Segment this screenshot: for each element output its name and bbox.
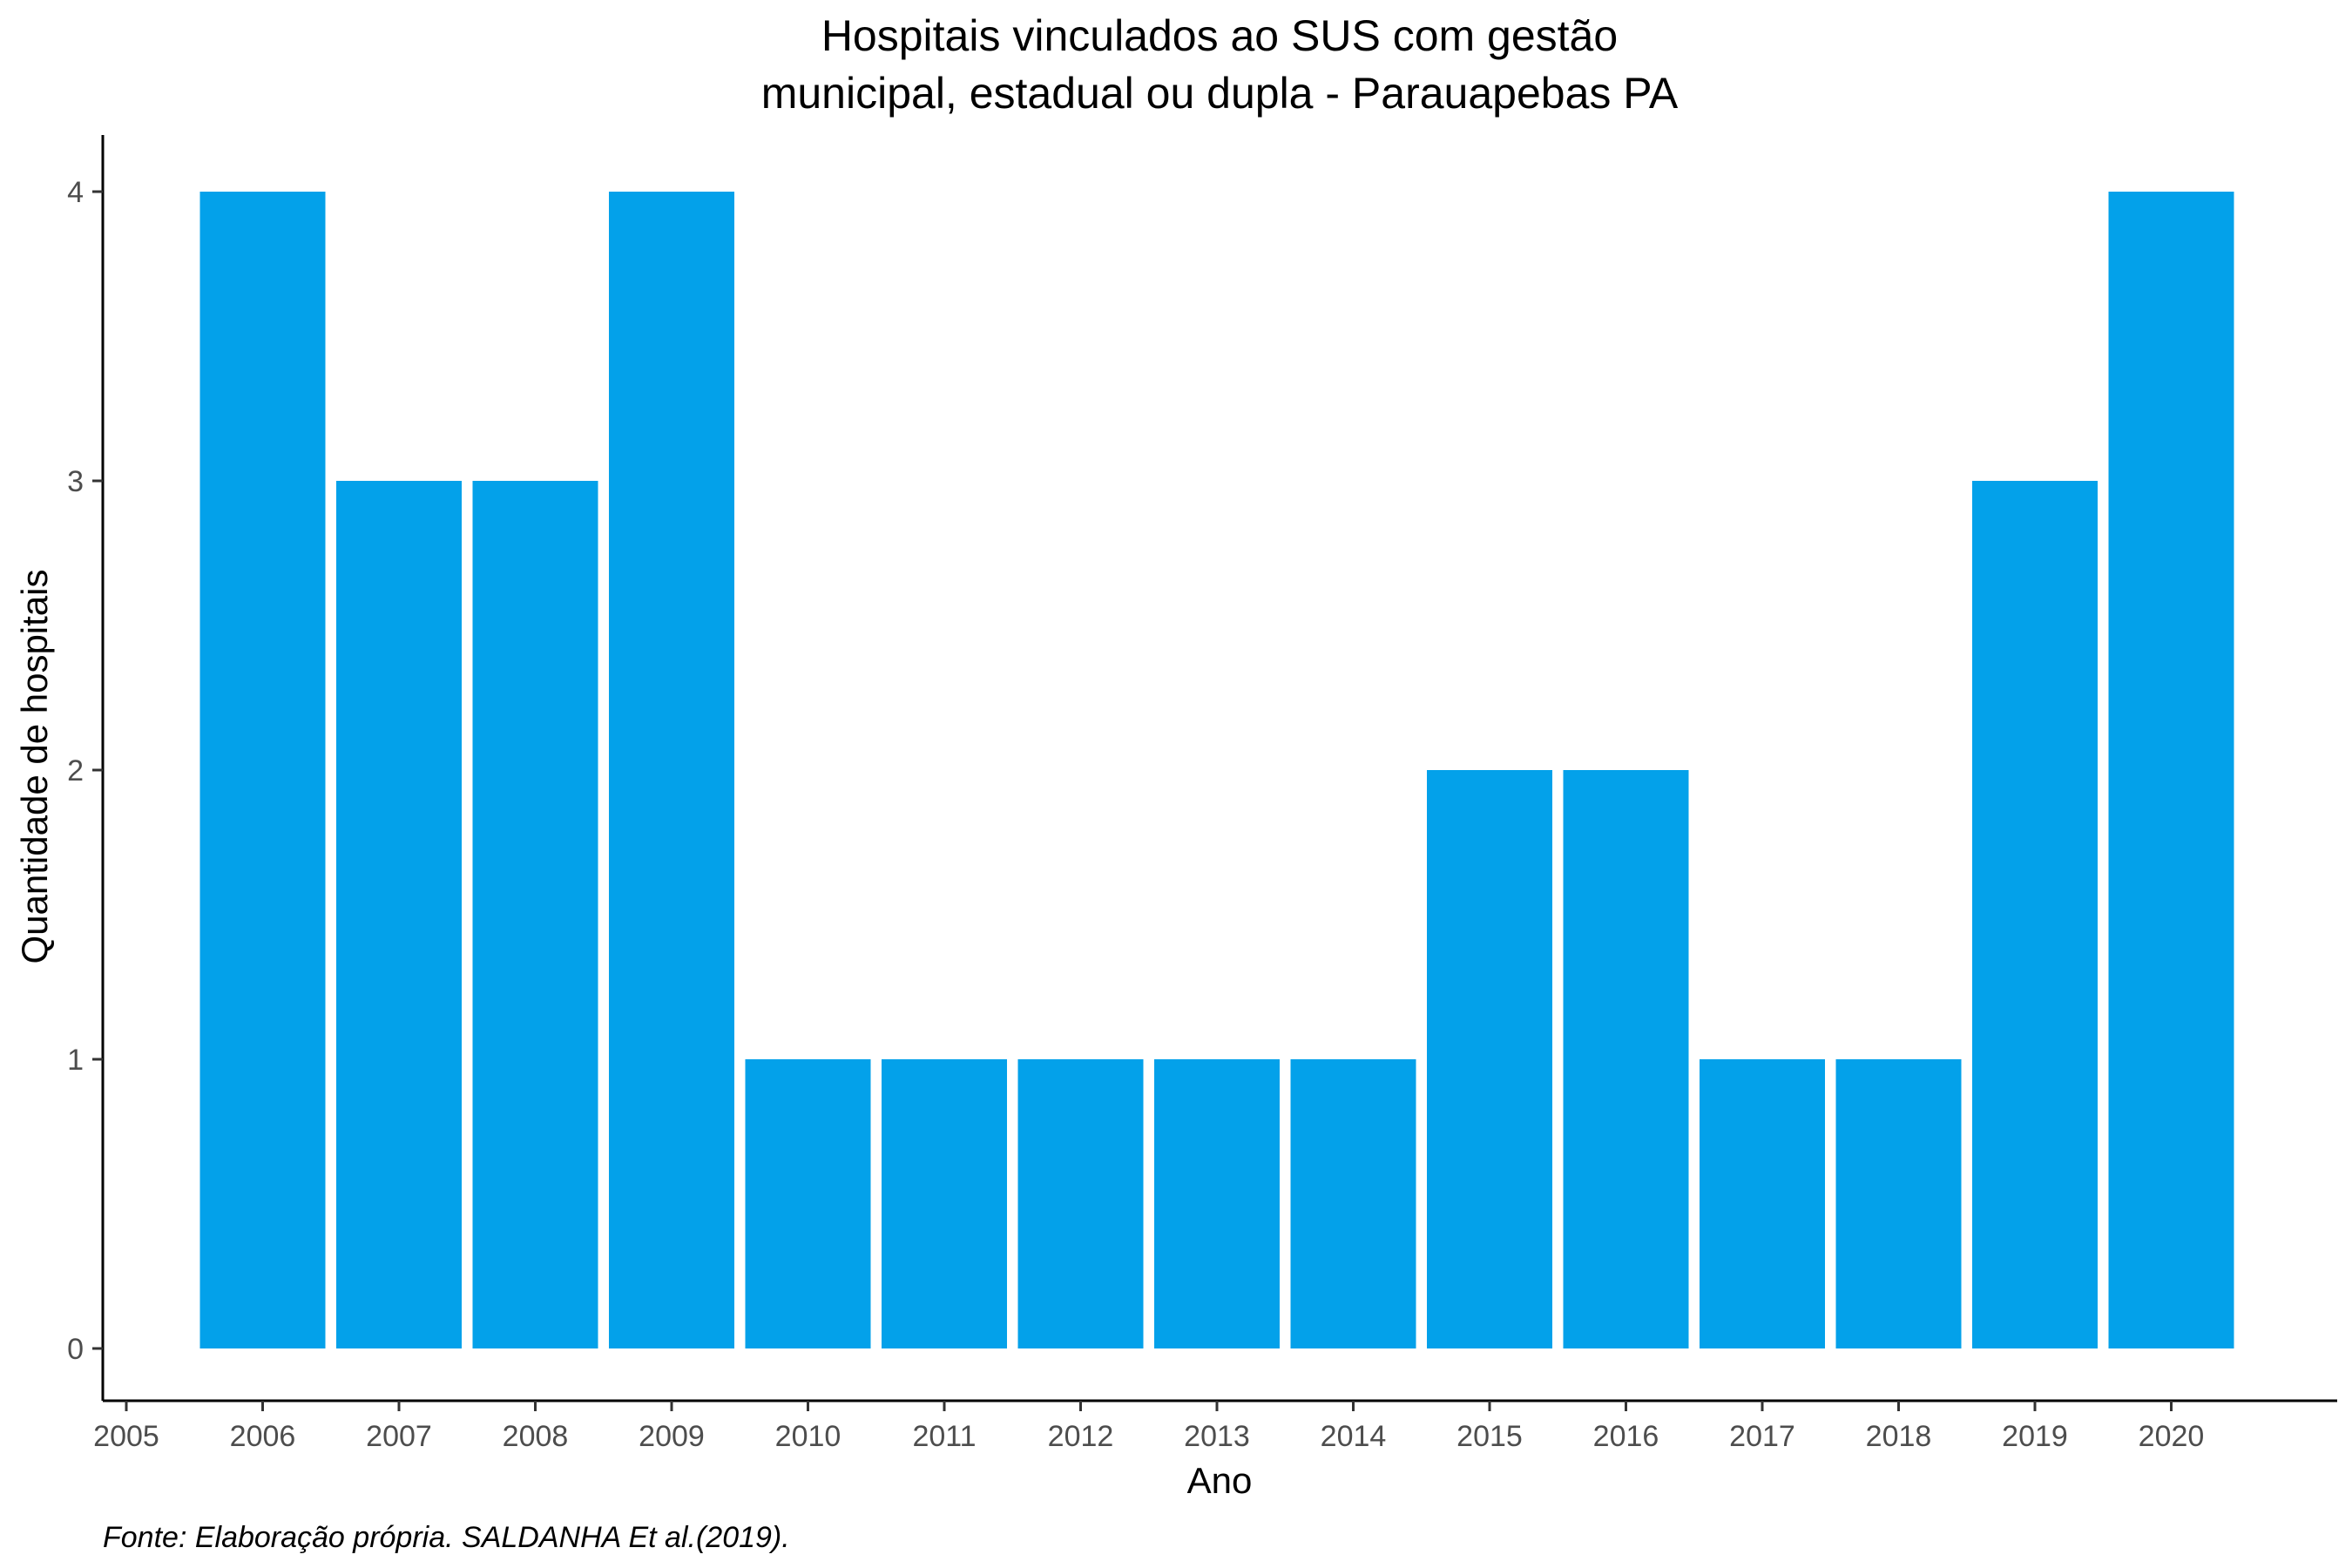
bar-2015 bbox=[1427, 770, 1552, 1348]
x-axis-label: Ano bbox=[1187, 1460, 1253, 1501]
bar-2010 bbox=[745, 1059, 871, 1348]
y-tick-label-0: 0 bbox=[67, 1333, 84, 1366]
bar-2017 bbox=[1700, 1059, 1825, 1348]
chart-title-line-1: Hospitais vinculados ao SUS com gestão bbox=[821, 11, 1618, 60]
bar-2014 bbox=[1290, 1059, 1416, 1348]
x-tick-label-2015: 2015 bbox=[1456, 1420, 1523, 1453]
x-tick-label-2018: 2018 bbox=[1866, 1420, 1932, 1453]
bar-2006 bbox=[199, 192, 326, 1348]
bar-2009 bbox=[609, 192, 734, 1348]
x-tick-label-2010: 2010 bbox=[775, 1420, 841, 1453]
y-ticks-group: 0 1 2 3 4 bbox=[67, 176, 103, 1366]
source-caption: Fonte: Elaboração própria. SALDANHA Et a… bbox=[103, 1521, 790, 1554]
bar-2018 bbox=[1835, 1059, 1962, 1348]
x-tick-label-2008: 2008 bbox=[503, 1420, 569, 1453]
bars-group bbox=[199, 192, 2234, 1348]
x-tick-label-2017: 2017 bbox=[1729, 1420, 1795, 1453]
x-tick-label-2016: 2016 bbox=[1593, 1420, 1659, 1453]
x-tick-label-2012: 2012 bbox=[1048, 1420, 1114, 1453]
bar-2013 bbox=[1154, 1059, 1280, 1348]
y-tick-label-1: 1 bbox=[67, 1044, 84, 1077]
x-tick-label-2009: 2009 bbox=[639, 1420, 705, 1453]
bar-2012 bbox=[1017, 1059, 1144, 1348]
bar-2007 bbox=[336, 481, 462, 1348]
bar-2016 bbox=[1563, 770, 1689, 1348]
x-tick-label-2005: 2005 bbox=[93, 1420, 159, 1453]
x-tick-label-2011: 2011 bbox=[912, 1420, 976, 1453]
y-tick-label-4: 4 bbox=[67, 176, 84, 209]
bar-2019 bbox=[1972, 481, 2098, 1348]
x-ticks-group: 2005 2006 2007 2008 2009 2010 2011 2012 2013 2014… bbox=[93, 1401, 2204, 1453]
x-tick-label-2007: 2007 bbox=[366, 1420, 432, 1453]
y-axis-label: Quantidade de hospitais bbox=[14, 570, 55, 964]
chart-title-line-2: municipal, estadual ou dupla - Parauapeb… bbox=[761, 69, 1679, 118]
bar-2020 bbox=[2108, 192, 2234, 1348]
x-tick-label-2006: 2006 bbox=[230, 1420, 296, 1453]
y-tick-label-2: 2 bbox=[67, 754, 84, 787]
bar-2008 bbox=[472, 481, 598, 1348]
x-tick-label-2020: 2020 bbox=[2139, 1420, 2205, 1453]
y-tick-label-3: 3 bbox=[67, 465, 84, 498]
x-tick-label-2014: 2014 bbox=[1321, 1420, 1387, 1453]
x-tick-label-2013: 2013 bbox=[1184, 1420, 1250, 1453]
bar-2011 bbox=[882, 1059, 1007, 1348]
x-tick-label-2019: 2019 bbox=[2002, 1420, 2068, 1453]
